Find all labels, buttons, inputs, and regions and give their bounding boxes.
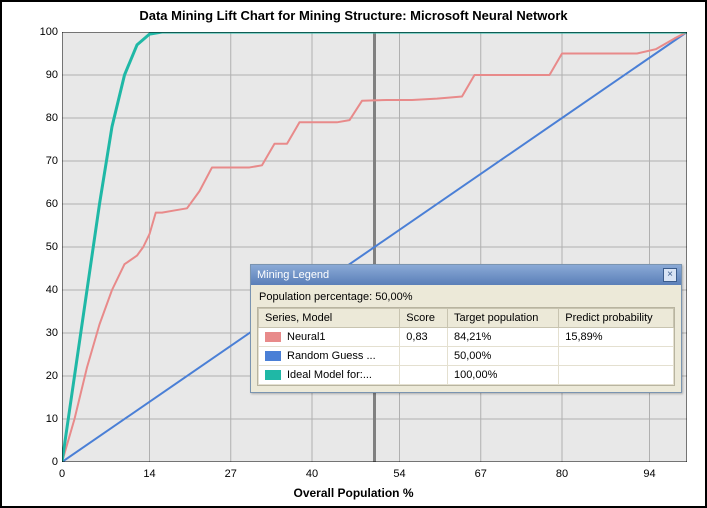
y-tick-label: 60 bbox=[30, 198, 58, 210]
y-tick-label: 80 bbox=[30, 112, 58, 124]
legend-row[interactable]: Random Guess ...50,00% bbox=[259, 347, 674, 366]
legend-titlebar[interactable]: Mining Legend × bbox=[251, 265, 681, 285]
legend-col-header[interactable]: Series, Model bbox=[259, 309, 400, 328]
chart-frame: Data Mining Lift Chart for Mining Struct… bbox=[0, 0, 707, 508]
x-tick-label: 94 bbox=[643, 468, 655, 480]
series-swatch bbox=[265, 332, 281, 342]
series-swatch bbox=[265, 351, 281, 361]
y-tick-label: 50 bbox=[30, 241, 58, 253]
x-axis-label: Overall Population % bbox=[2, 486, 705, 500]
legend-table: Series, ModelScoreTarget populationPredi… bbox=[257, 307, 675, 386]
y-tick-label: 100 bbox=[30, 26, 58, 38]
y-tick-label: 10 bbox=[30, 413, 58, 425]
legend-row[interactable]: Neural10,8384,21%15,89% bbox=[259, 328, 674, 347]
x-tick-label: 27 bbox=[225, 468, 237, 480]
x-tick-label: 67 bbox=[475, 468, 487, 480]
lift-chart-svg bbox=[62, 32, 687, 462]
legend-col-header[interactable]: Score bbox=[400, 309, 448, 328]
legend-subtitle: Population percentage: 50,00% bbox=[251, 285, 681, 307]
y-tick-label: 30 bbox=[30, 327, 58, 339]
x-tick-label: 54 bbox=[393, 468, 405, 480]
x-tick-label: 40 bbox=[306, 468, 318, 480]
mining-legend-panel: Mining Legend × Population percentage: 5… bbox=[250, 264, 682, 393]
legend-row[interactable]: Ideal Model for:...100,00% bbox=[259, 366, 674, 385]
x-tick-label: 0 bbox=[59, 468, 65, 480]
y-tick-label: 0 bbox=[30, 456, 58, 468]
y-tick-label: 20 bbox=[30, 370, 58, 382]
y-tick-label: 90 bbox=[30, 69, 58, 81]
plot-area: 0102030405060708090100014274054678094 bbox=[62, 32, 687, 462]
close-icon[interactable]: × bbox=[663, 268, 677, 282]
x-tick-label: 80 bbox=[556, 468, 568, 480]
y-tick-label: 40 bbox=[30, 284, 58, 296]
chart-title: Data Mining Lift Chart for Mining Struct… bbox=[2, 2, 705, 27]
x-tick-label: 14 bbox=[143, 468, 155, 480]
legend-title: Mining Legend bbox=[257, 265, 329, 285]
series-label: Random Guess ... bbox=[287, 350, 376, 362]
legend-col-header[interactable]: Predict probability bbox=[559, 309, 674, 328]
series-swatch bbox=[265, 370, 281, 380]
legend-col-header[interactable]: Target population bbox=[447, 309, 558, 328]
series-label: Ideal Model for:... bbox=[287, 369, 372, 381]
y-tick-label: 70 bbox=[30, 155, 58, 167]
series-label: Neural1 bbox=[287, 331, 326, 343]
